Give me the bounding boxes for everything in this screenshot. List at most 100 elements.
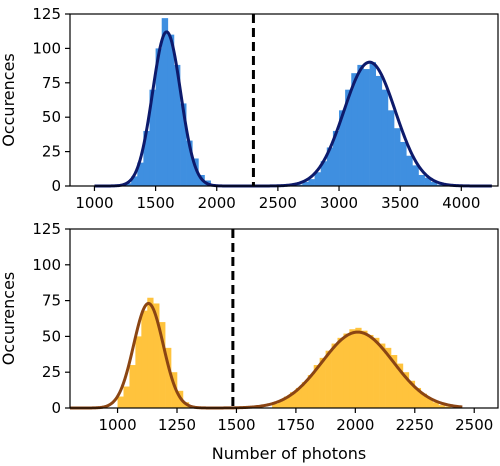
top-histogram-bar [381, 89, 389, 186]
top-histogram-bar [430, 181, 438, 186]
top-histogram-bar [173, 64, 181, 186]
top-x-tick-label: 3500 [381, 194, 419, 212]
top-histogram-bar [357, 64, 364, 186]
top-histogram-bar [149, 89, 156, 186]
bottom-y-axis-label: Occurences [0, 272, 18, 366]
bottom-histogram-bar [414, 387, 422, 408]
bottom-histogram-bar [361, 330, 368, 408]
top-histogram-bar [161, 18, 169, 186]
top-histogram-bar [387, 110, 395, 186]
bottom-histogram-bar [355, 327, 362, 408]
bottom-histogram-bar [278, 400, 285, 408]
top-y-tick-label: 100 [32, 39, 61, 57]
bottom-histogram-bar [147, 297, 154, 408]
bottom-histogram-bar [289, 392, 297, 408]
bottom-histogram-bar [272, 403, 279, 408]
bottom-histogram-bar [343, 333, 350, 408]
top-histogram-bar [400, 141, 407, 186]
bottom-histogram-bar [171, 372, 178, 408]
top-histogram-bar [418, 174, 425, 186]
top-histogram-bar [339, 110, 346, 186]
bottom-gaussian-fit-curve [70, 301, 463, 410]
bottom-histogram-bar [396, 363, 404, 408]
bottom-histogram-bar [159, 322, 166, 408]
top-histogram-bar [155, 48, 163, 187]
top-histogram-bar [406, 155, 413, 186]
bottom-histogram-bar [129, 365, 136, 408]
bottom-histogram-bar [349, 329, 356, 408]
bottom-histogram-bar [438, 405, 445, 408]
top-histogram-bar [369, 62, 377, 186]
bottom-histogram-bar [319, 357, 326, 408]
bottom-x-tick-label: 2250 [396, 416, 434, 434]
bottom-x-tick-label: 2000 [336, 416, 374, 434]
bottom-histogram-bar [420, 393, 427, 408]
bottom-histogram-bar [444, 406, 451, 408]
top-x-tick-label: 3000 [320, 194, 358, 212]
bottom-y-tick-label: 125 [32, 220, 61, 238]
bottom-histogram-panel: 1000 1250 1500 1750 2000 2250 2500 0 25 50 75 100 12… [0, 220, 499, 463]
bottom-x-tick-label: 1500 [217, 416, 255, 434]
bottom-histogram-bar [135, 336, 142, 408]
top-histogram-bar [186, 140, 193, 186]
top-histogram-bar [345, 89, 352, 186]
bottom-histogram-bar [391, 355, 398, 408]
bottom-y-tick-label: 75 [42, 292, 61, 310]
top-axes-frame [69, 13, 499, 187]
bottom-histogram-bar [432, 402, 439, 408]
bottom-y-tick-label: 25 [42, 363, 61, 381]
bottom-histogram-bar [385, 347, 392, 408]
bottom-histogram-bar [117, 396, 124, 408]
bottom-histogram-bar [325, 350, 332, 408]
top-histogram-bar [332, 130, 340, 186]
top-histogram-bar [143, 130, 150, 186]
top-histogram-bar [296, 184, 303, 186]
bottom-histogram-bar [295, 387, 303, 408]
top-histogram-bar [375, 75, 383, 186]
top-x-tick-label: 4000 [442, 194, 480, 212]
top-histogram-bar [314, 172, 321, 186]
bottom-histogram-bar [337, 337, 344, 408]
bottom-histogram-bar [123, 386, 130, 408]
bottom-histogram-bar [301, 382, 309, 408]
top-histogram-bar [192, 158, 199, 186]
top-y-tick-label: 125 [32, 5, 61, 23]
top-histogram-bar [424, 177, 432, 186]
bottom-histogram-bar [284, 396, 291, 408]
top-y-tick-label: 50 [42, 108, 61, 126]
bottom-x-tick-label: 1000 [98, 416, 136, 434]
bottom-histogram-bar [408, 380, 416, 408]
bottom-histogram-bar [367, 334, 374, 408]
top-x-tick-label: 2500 [259, 194, 297, 212]
top-histogram-bar [320, 161, 328, 186]
bottom-histogram-bar [313, 365, 320, 408]
bottom-x-tick-label: 1250 [158, 416, 196, 434]
top-histogram-bar [363, 69, 370, 186]
bottom-axes-frame [69, 228, 499, 409]
top-histogram-bar [326, 147, 334, 186]
top-histogram-bar [394, 128, 401, 186]
top-histogram-bar [436, 184, 444, 186]
bottom-x-axis-label: Number of photons [212, 444, 367, 463]
top-histogram-bar [308, 179, 315, 186]
top-y-tick-label: 25 [42, 143, 61, 161]
top-y-tick-label: 75 [42, 74, 61, 92]
bottom-histogram-bar [331, 343, 338, 408]
bottom-y-tick-label: 100 [32, 256, 61, 274]
top-x-tick-label: 1000 [75, 194, 113, 212]
top-gaussian-fit-curve [94, 30, 492, 188]
top-x-tick-label: 2000 [198, 194, 236, 212]
bottom-histogram-bar [141, 310, 148, 408]
top-x-tick-label: 1500 [137, 194, 175, 212]
bottom-histogram-bar [379, 343, 386, 408]
bottom-histogram-bar [153, 303, 160, 408]
top-histogram-bar [302, 181, 309, 186]
bottom-y-tick-label: 50 [42, 327, 61, 345]
bottom-histogram-bar [402, 372, 410, 408]
top-y-axis-label: Occurences [0, 53, 18, 147]
bottom-x-tick-label: 2500 [455, 416, 493, 434]
top-histogram-bar [180, 103, 187, 186]
top-histogram-bar [137, 162, 144, 186]
top-histogram-bar [167, 34, 175, 186]
